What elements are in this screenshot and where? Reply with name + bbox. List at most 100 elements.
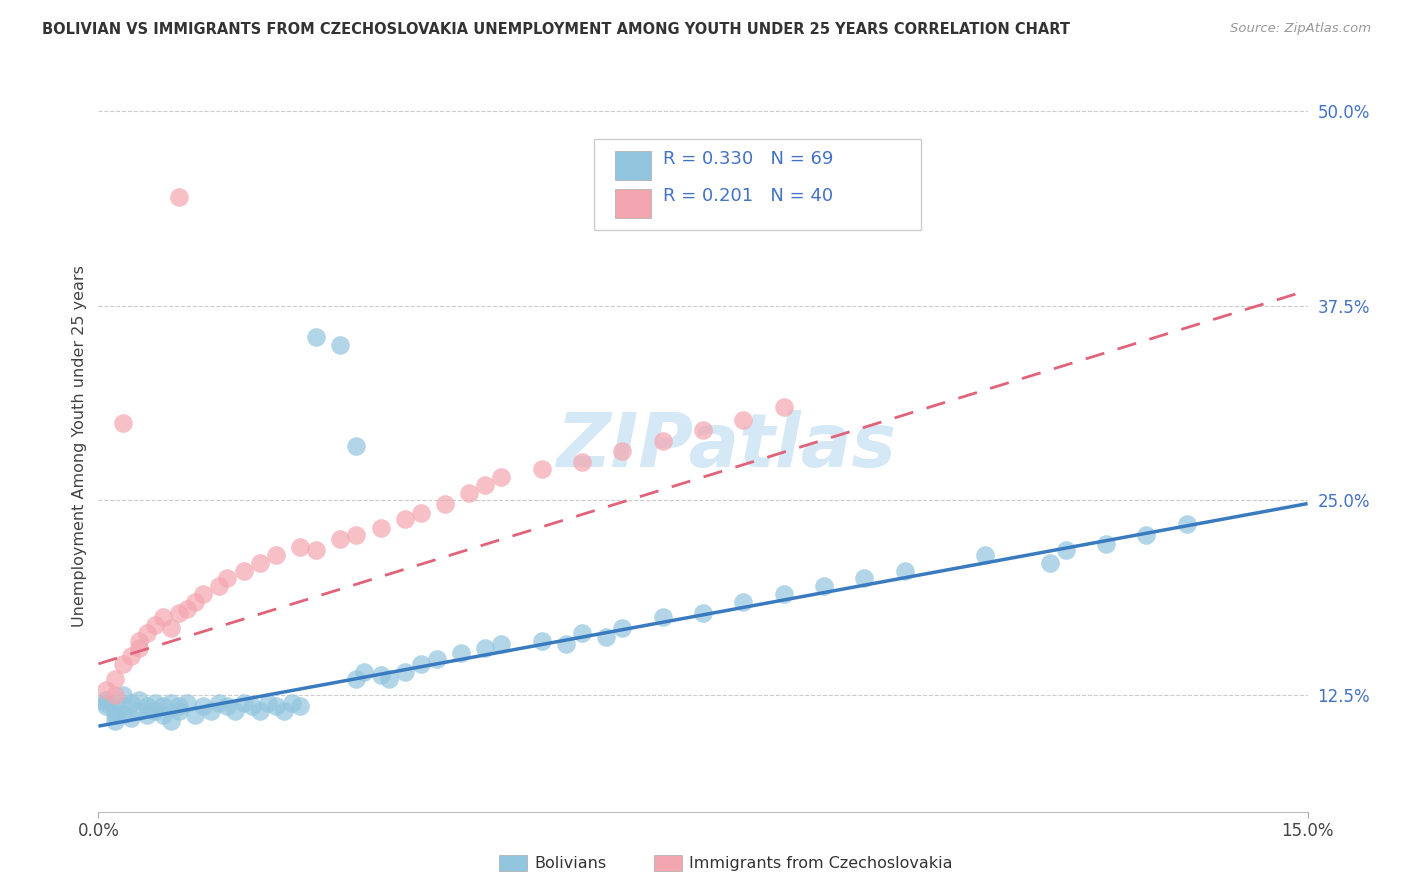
- Point: [232, 696, 254, 710]
- Point: [103, 673, 125, 687]
- Point: [612, 443, 634, 458]
- Point: [167, 698, 190, 713]
- Point: [160, 714, 183, 729]
- Point: [353, 665, 375, 679]
- Point: [571, 454, 593, 468]
- Point: [329, 533, 352, 547]
- Text: Bolivians: Bolivians: [534, 856, 606, 871]
- Point: [135, 708, 157, 723]
- Point: [329, 338, 352, 352]
- Point: [103, 688, 125, 702]
- Text: ZIPatlas: ZIPatlas: [557, 409, 897, 483]
- Point: [474, 478, 496, 492]
- Point: [103, 714, 125, 729]
- Point: [281, 696, 304, 710]
- Point: [491, 470, 513, 484]
- Point: [530, 633, 553, 648]
- Point: [377, 673, 399, 687]
- Point: [571, 625, 593, 640]
- Point: [733, 594, 755, 608]
- Point: [288, 698, 311, 713]
- Point: [143, 696, 166, 710]
- FancyBboxPatch shape: [595, 139, 921, 230]
- Y-axis label: Unemployment Among Youth under 25 years: Unemployment Among Youth under 25 years: [72, 265, 87, 627]
- Point: [651, 610, 673, 624]
- Point: [111, 416, 134, 430]
- Point: [96, 698, 118, 713]
- Point: [111, 688, 134, 702]
- Point: [344, 527, 367, 541]
- Point: [1095, 537, 1118, 551]
- Point: [273, 704, 295, 718]
- Point: [128, 704, 150, 718]
- Text: BOLIVIAN VS IMMIGRANTS FROM CZECHOSLOVAKIA UNEMPLOYMENT AMONG YOUTH UNDER 25 YEA: BOLIVIAN VS IMMIGRANTS FROM CZECHOSLOVAK…: [42, 22, 1070, 37]
- Point: [394, 512, 416, 526]
- Point: [103, 704, 125, 718]
- Point: [651, 434, 673, 449]
- Point: [772, 400, 794, 414]
- Point: [612, 621, 634, 635]
- Point: [409, 506, 432, 520]
- Point: [167, 190, 190, 204]
- Point: [96, 683, 118, 698]
- Point: [160, 696, 183, 710]
- Text: Source: ZipAtlas.com: Source: ZipAtlas.com: [1230, 22, 1371, 36]
- Point: [813, 579, 835, 593]
- Point: [200, 704, 222, 718]
- Point: [120, 696, 142, 710]
- Point: [530, 462, 553, 476]
- Point: [344, 439, 367, 453]
- Point: [434, 497, 457, 511]
- Point: [217, 571, 239, 585]
- Point: [128, 692, 150, 706]
- Point: [167, 704, 190, 718]
- Point: [409, 657, 432, 671]
- Point: [96, 692, 118, 706]
- Point: [288, 540, 311, 554]
- Point: [426, 652, 449, 666]
- Point: [208, 579, 231, 593]
- Point: [458, 485, 481, 500]
- Point: [120, 649, 142, 664]
- Point: [249, 556, 271, 570]
- Point: [152, 610, 174, 624]
- Point: [344, 673, 367, 687]
- Point: [595, 631, 617, 645]
- Point: [1175, 516, 1198, 531]
- Point: [208, 696, 231, 710]
- Point: [152, 698, 174, 713]
- Point: [143, 618, 166, 632]
- FancyBboxPatch shape: [614, 188, 651, 218]
- Point: [974, 548, 997, 562]
- Point: [193, 698, 215, 713]
- Point: [152, 708, 174, 723]
- Point: [232, 564, 254, 578]
- Point: [217, 698, 239, 713]
- Point: [249, 704, 271, 718]
- Point: [160, 621, 183, 635]
- Point: [733, 412, 755, 426]
- Point: [893, 564, 915, 578]
- Point: [1039, 556, 1062, 570]
- Point: [555, 637, 578, 651]
- Text: R = 0.201   N = 40: R = 0.201 N = 40: [664, 187, 834, 205]
- Point: [240, 698, 263, 713]
- Point: [394, 665, 416, 679]
- Point: [450, 646, 472, 660]
- Text: Immigrants from Czechoslovakia: Immigrants from Czechoslovakia: [689, 856, 952, 871]
- Point: [120, 711, 142, 725]
- Point: [167, 606, 190, 620]
- Text: R = 0.330   N = 69: R = 0.330 N = 69: [664, 150, 834, 168]
- Point: [128, 641, 150, 656]
- Point: [1135, 527, 1157, 541]
- Point: [111, 706, 134, 721]
- Point: [193, 587, 215, 601]
- Point: [143, 704, 166, 718]
- Point: [176, 696, 198, 710]
- Point: [184, 708, 207, 723]
- Point: [224, 704, 246, 718]
- Point: [264, 698, 287, 713]
- Point: [96, 696, 118, 710]
- Point: [103, 708, 125, 723]
- Point: [305, 543, 328, 558]
